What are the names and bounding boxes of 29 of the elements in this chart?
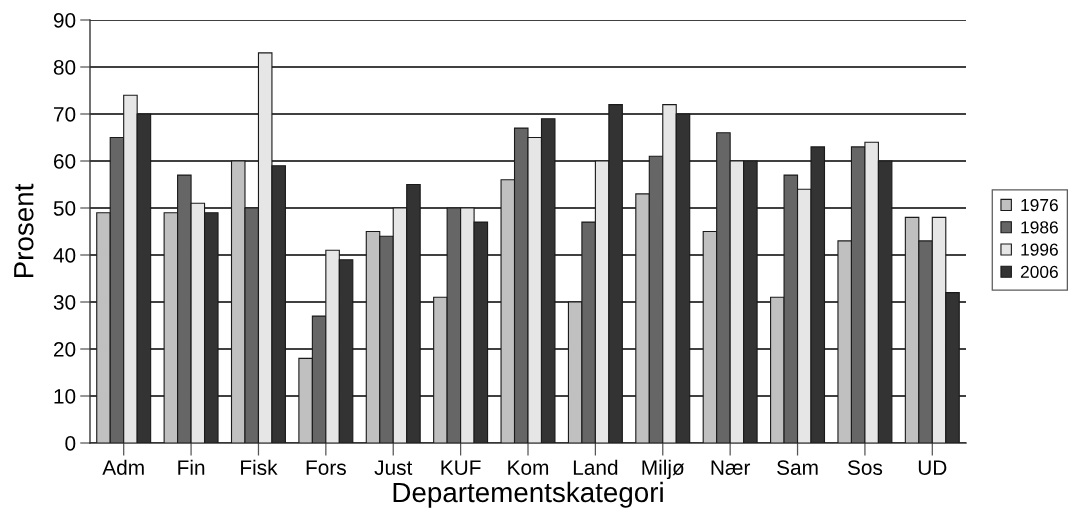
x-tick-label: Just (374, 460, 413, 475)
x-tick-label: UD (918, 460, 947, 475)
x-tick-label: Fors (306, 460, 346, 475)
legend-label: 1996 (1021, 243, 1058, 256)
x-tick-label: Fisk (241, 459, 278, 475)
y-tick-label: 20 (53, 342, 76, 357)
x-axis-title: Departementskategori (393, 481, 663, 508)
y-tick-label: 80 (53, 60, 76, 75)
y-tick-label: 40 (53, 248, 76, 263)
y-tick-label: 50 (53, 201, 76, 216)
x-tick-label: KUF (441, 460, 481, 475)
legend-label: 1986 (1021, 221, 1058, 234)
y-tick-label: 0 (65, 436, 76, 451)
y-tick-label: 10 (54, 389, 76, 404)
legend-label: 2006 (1020, 265, 1058, 279)
y-tick-label: 90 (53, 13, 76, 28)
y-tick-label: 70 (54, 107, 76, 122)
x-tick-label: Sam (777, 460, 818, 475)
legend-label: 1976 (1021, 198, 1058, 212)
y-axis-title: Prosent (14, 183, 34, 278)
x-tick-label: Nær (711, 460, 751, 475)
x-tick-label: Fin (178, 459, 205, 475)
y-tick-label: 60 (54, 154, 76, 169)
x-tick-label: Land (573, 459, 618, 475)
x-tick-label: Sos (847, 460, 883, 475)
x-tick-label: Adm (102, 459, 144, 475)
y-tick-label: 30 (53, 295, 76, 310)
x-tick-label: Kom (508, 460, 549, 475)
x-tick-label: Miljø (642, 459, 685, 480)
